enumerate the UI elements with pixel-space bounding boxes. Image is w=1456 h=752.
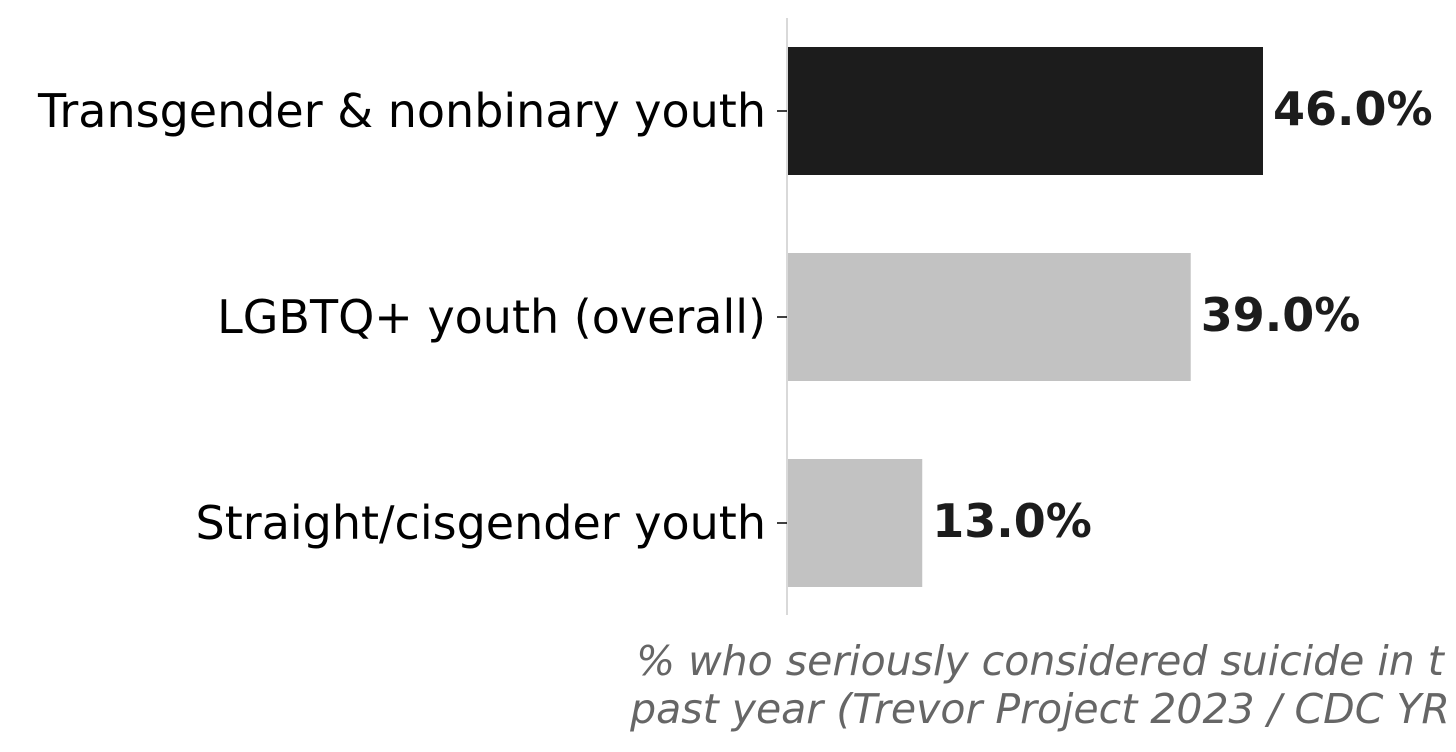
y-ticks-group xyxy=(777,110,787,524)
value-labels-group: 46.0% 39.0% 13.0% xyxy=(932,82,1432,548)
bars-group xyxy=(788,47,1263,587)
category-label-lgbtq-youth-overall: LGBTQ+ youth (overall) xyxy=(217,290,766,344)
category-label-transgender-nonbinary-youth: Transgender & nonbinary youth xyxy=(37,84,766,138)
bar-transgender-nonbinary-youth xyxy=(788,47,1263,175)
value-label-straight-cisgender-youth: 13.0% xyxy=(932,494,1092,548)
value-label-transgender-nonbinary-youth: 46.0% xyxy=(1273,82,1433,136)
value-label-lgbtq-youth-overall: 39.0% xyxy=(1201,288,1361,342)
bar-straight-cisgender-youth xyxy=(788,459,923,587)
category-labels-group: Transgender & nonbinary youth LGBTQ+ yout… xyxy=(37,84,766,550)
bar-lgbtq-youth-overall xyxy=(788,253,1191,381)
x-axis-label-line-2: past year (Trevor Project 2023 / CDC YR xyxy=(629,685,1450,733)
x-axis-label-line-1: % who seriously considered suicide in t xyxy=(636,637,1446,685)
category-label-straight-cisgender-youth: Straight/cisgender youth xyxy=(196,496,766,550)
